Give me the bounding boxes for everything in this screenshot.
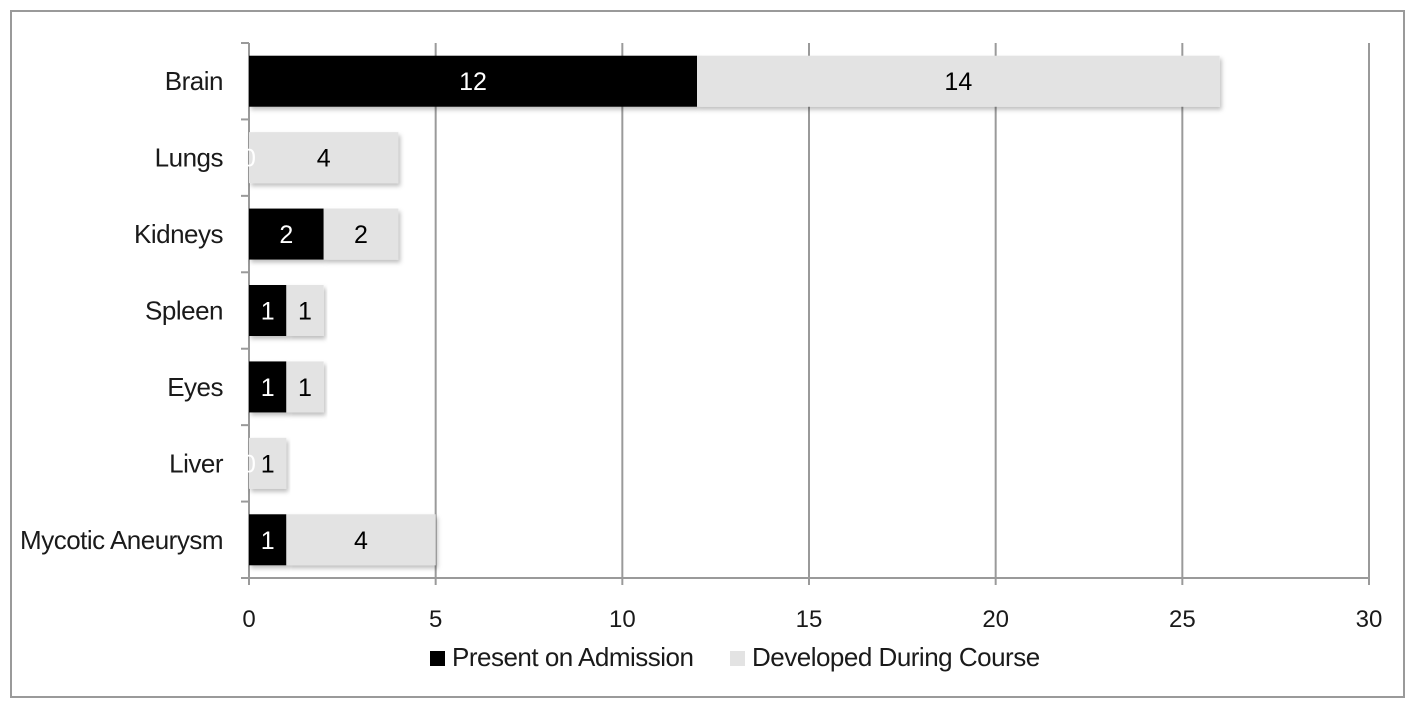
data-label-mycotic-aneurysm-developed-during-course: 4	[354, 527, 368, 555]
data-label-spleen-developed-during-course: 1	[298, 298, 312, 326]
bar-eyes-developed-during-course	[286, 361, 324, 413]
bar-mycotic-aneurysm-developed-during-course	[286, 514, 436, 566]
data-label-kidneys-developed-during-course: 2	[354, 221, 368, 249]
data-label-lungs-developed-during-course: 4	[317, 145, 331, 173]
legend-swatch-present-on-admission	[430, 651, 445, 666]
legend: Present on Admission Developed During Cou…	[430, 642, 1040, 672]
x-tick-label-10: 10	[609, 606, 636, 633]
chart-frame	[10, 10, 1405, 698]
data-label-brain-developed-during-course: 14	[944, 68, 972, 96]
category-label-eyes: Eyes	[167, 372, 223, 402]
data-label-kidneys-present-on-admission: 2	[279, 221, 293, 249]
x-tick-label-15: 15	[796, 606, 823, 633]
category-label-mycotic-aneurysm: Mycotic Aneurysm	[20, 525, 223, 555]
category-label-lungs: Lungs	[155, 143, 224, 173]
data-label-brain-present-on-admission: 12	[459, 68, 487, 96]
data-label-mycotic-aneurysm-present-on-admission: 1	[261, 527, 275, 555]
data-label-liver-developed-during-course: 1	[261, 450, 275, 478]
category-label-spleen: Spleen	[145, 296, 223, 326]
x-tick-label-25: 25	[1169, 606, 1196, 633]
data-label-liver-present-on-admission: 0	[242, 450, 256, 478]
data-label-spleen-present-on-admission: 1	[261, 298, 275, 326]
x-tick-label-20: 20	[982, 606, 1009, 633]
bars	[249, 55, 1220, 566]
data-label-lungs-present-on-admission: 0	[242, 145, 256, 173]
x-tick-label-0: 0	[242, 606, 255, 633]
x-tick-label-5: 5	[429, 606, 442, 633]
gridlines	[434, 43, 1370, 578]
axes	[241, 42, 1370, 585]
bar-mycotic-aneurysm-present-on-admission	[249, 514, 287, 566]
bar-kidneys-present-on-admission	[249, 208, 324, 260]
bar-eyes-present-on-admission	[249, 361, 287, 413]
data-label-eyes-present-on-admission: 1	[261, 374, 275, 402]
category-label-liver: Liver	[169, 448, 224, 478]
legend-swatch-developed-during-course	[730, 651, 745, 666]
bar-brain-present-on-admission	[249, 55, 697, 107]
bar-spleen-present-on-admission	[249, 285, 287, 336]
bar-lungs-developed-during-course	[249, 132, 399, 184]
bar-brain-developed-during-course	[697, 55, 1220, 107]
category-label-brain: Brain	[165, 66, 223, 96]
legend-label-present-on-admission: Present on Admission	[452, 642, 693, 672]
bar-kidneys-developed-during-course	[323, 208, 399, 260]
legend-label-developed-during-course: Developed During Course	[752, 642, 1040, 672]
bar-spleen-developed-during-course	[286, 285, 324, 336]
bar-liver-developed-during-course	[249, 437, 287, 489]
x-tick-label-30: 30	[1356, 606, 1383, 633]
data-label-eyes-developed-during-course: 1	[298, 374, 312, 402]
category-label-kidneys: Kidneys	[134, 219, 223, 249]
